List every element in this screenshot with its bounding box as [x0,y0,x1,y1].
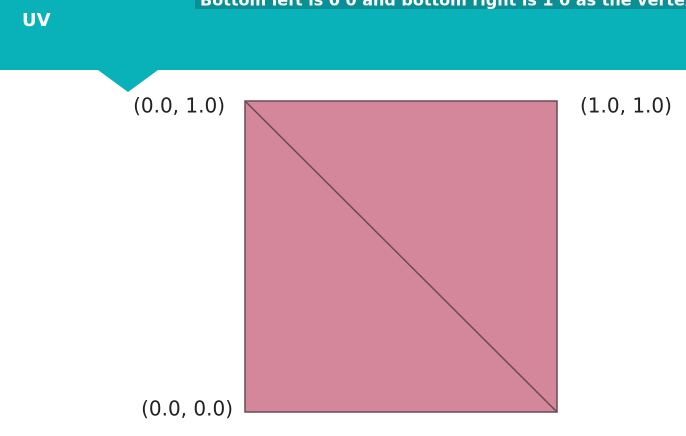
header-title: UV [22,10,51,31]
label-top-right: (1.0, 1.0) [580,94,672,118]
label-top-left: (0.0, 1.0) [133,94,225,118]
header-pointer [98,70,158,92]
caption-box [195,0,686,9]
label-bottom-left: (0.0, 0.0) [141,397,233,421]
diagonal [244,100,558,413]
header-bar [0,0,686,70]
caption: Bottom left is 0 0 and bottom right is 1… [200,0,686,10]
